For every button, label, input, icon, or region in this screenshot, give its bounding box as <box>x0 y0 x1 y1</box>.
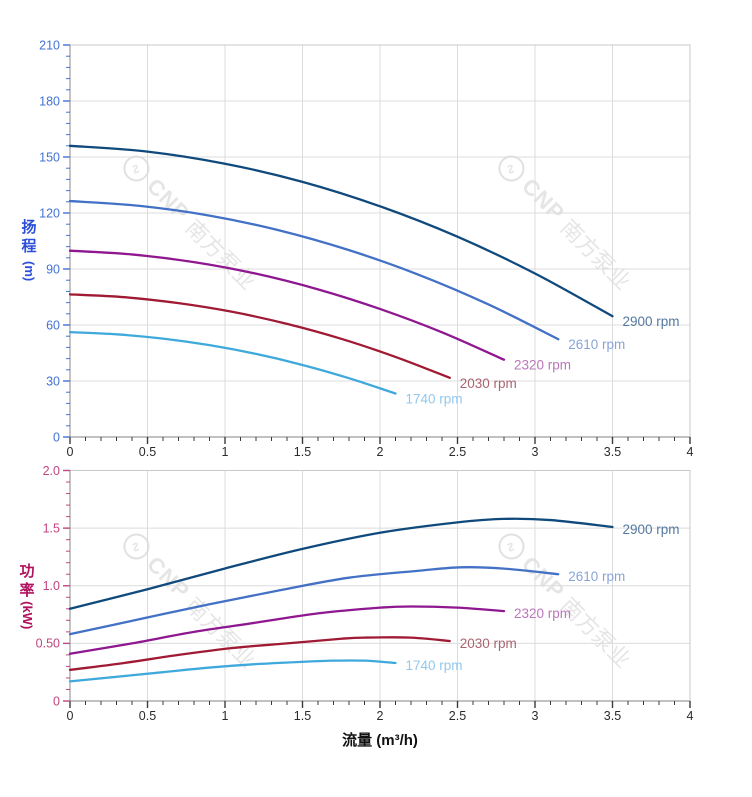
x-tick-label: 0 <box>67 709 74 723</box>
series-curve-2900-rpm <box>68 517 614 610</box>
y-tick-label: 0.50 <box>36 637 60 651</box>
x-tick-label: 1.5 <box>294 709 311 723</box>
series-label-1740-rpm: 1740 rpm <box>406 392 463 407</box>
x-tick-label: 2 <box>377 709 384 723</box>
x-tick-label: 2.5 <box>449 709 466 723</box>
series-label-2030-rpm: 2030 rpm <box>460 636 517 651</box>
x-tick-label: 3 <box>532 709 539 723</box>
series-curve-1740-rpm <box>68 330 397 395</box>
x-tick-label: 3.5 <box>604 445 621 459</box>
series-label-2320-rpm: 2320 rpm <box>514 358 571 373</box>
series-curve-2900-rpm <box>68 144 614 318</box>
y-tick-label: 180 <box>39 94 60 108</box>
y-tick-label: 210 <box>39 38 60 52</box>
flow-x-axis-title: 流量 (m³/h) <box>342 732 418 749</box>
series-curve-2320-rpm <box>68 249 506 361</box>
series-curve-2610-rpm <box>68 566 560 636</box>
series-label-1740-rpm: 1740 rpm <box>406 658 463 673</box>
x-tick-label: 1 <box>222 709 229 723</box>
y-tick-label: 1.0 <box>43 579 60 593</box>
series-curve-2610-rpm <box>68 199 560 341</box>
x-tick-label: 2.5 <box>449 445 466 459</box>
head-y-axis-unit: (m) <box>22 260 38 281</box>
series-label-2610-rpm: 2610 rpm <box>568 569 625 584</box>
series-label-2320-rpm: 2320 rpm <box>514 606 571 621</box>
y-tick-label: 30 <box>46 374 60 388</box>
x-tick-label: 1 <box>222 445 229 459</box>
power-y-axis-unit: (kW) <box>20 600 36 629</box>
power-y-axis-title: 功 率 (kW) <box>13 563 41 629</box>
series-curve-2030-rpm <box>68 293 451 379</box>
series-curve-1740-rpm <box>68 659 397 683</box>
x-tick-label: 2 <box>377 445 384 459</box>
y-tick-label: 0 <box>53 430 60 444</box>
y-tick-label: 60 <box>46 318 60 332</box>
power-y-axis-title-char: 率 <box>19 581 35 599</box>
x-tick-label: 4 <box>687 445 694 459</box>
y-tick-label: 0 <box>53 694 60 708</box>
series-label-2030-rpm: 2030 rpm <box>460 376 517 391</box>
head-y-axis-title-char: 程 <box>21 237 37 255</box>
y-tick-label: 120 <box>39 206 60 220</box>
x-tick-label: 0 <box>67 445 74 459</box>
series-curve-2030-rpm <box>68 636 451 672</box>
head-y-axis-title-char: 扬 <box>21 219 37 236</box>
series-label-2900-rpm: 2900 rpm <box>623 314 680 329</box>
y-tick-label: 2.0 <box>43 464 60 478</box>
power-y-axis-title-char: 功 <box>19 563 35 580</box>
y-tick-label: 150 <box>39 150 60 164</box>
series-curve-2320-rpm <box>68 605 506 655</box>
y-tick-label: 1.5 <box>43 521 60 535</box>
x-tick-label: 3.5 <box>604 709 621 723</box>
x-tick-label: 0.5 <box>139 709 156 723</box>
head-y-axis-title: 扬 程 (m) <box>15 219 43 281</box>
x-tick-label: 3 <box>532 445 539 459</box>
series-label-2610-rpm: 2610 rpm <box>568 337 625 352</box>
x-tick-label: 4 <box>687 709 694 723</box>
series-label-2900-rpm: 2900 rpm <box>623 522 680 537</box>
x-tick-label: 0.5 <box>139 445 156 459</box>
y-tick-label: 90 <box>46 262 60 276</box>
x-tick-label: 1.5 <box>294 445 311 459</box>
